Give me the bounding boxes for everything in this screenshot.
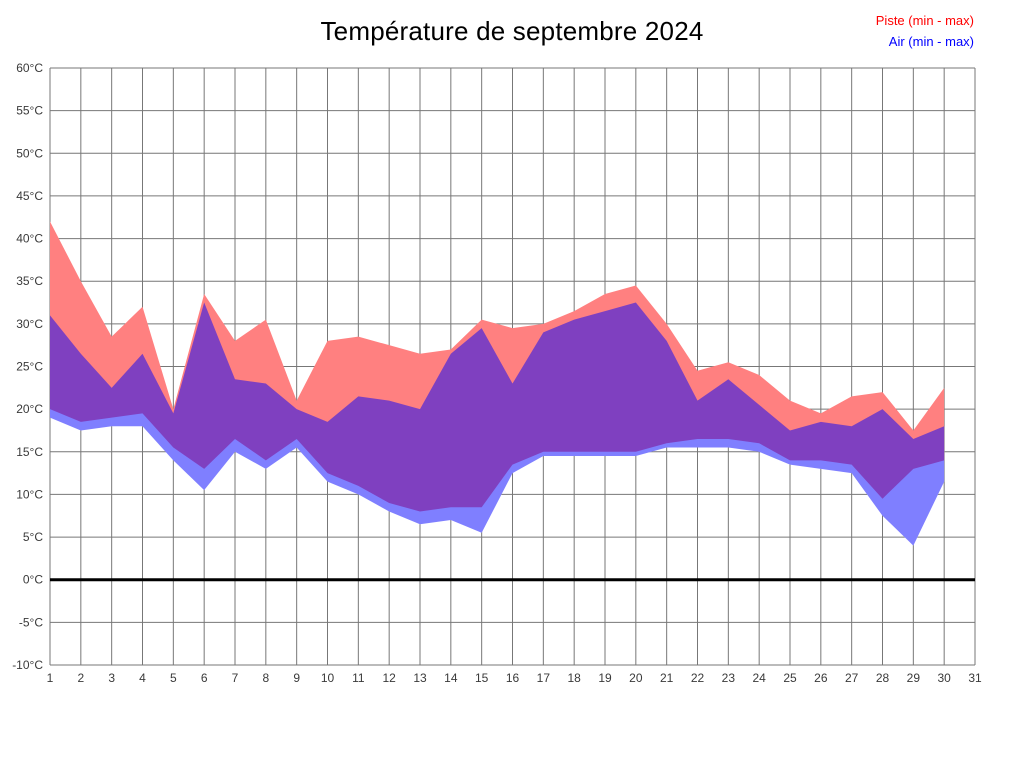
y-tick-label-30: 30°C [16, 317, 43, 331]
x-tick-label-24: 24 [752, 671, 766, 685]
y-tick-label-55: 55°C [16, 104, 43, 118]
y-tick-label-45: 45°C [16, 189, 43, 203]
x-tick-label-7: 7 [232, 671, 239, 685]
x-tick-label-14: 14 [444, 671, 458, 685]
y-tick-label-0: 0°C [23, 573, 43, 587]
x-tick-label-1: 1 [47, 671, 54, 685]
x-tick-label-16: 16 [506, 671, 520, 685]
x-tick-label-15: 15 [475, 671, 489, 685]
x-tick-label-13: 13 [413, 671, 427, 685]
x-tick-label-4: 4 [139, 671, 146, 685]
y-tick-label-20: 20°C [16, 402, 43, 416]
x-tick-label-6: 6 [201, 671, 208, 685]
x-tick-label-26: 26 [814, 671, 828, 685]
x-tick-label-19: 19 [598, 671, 612, 685]
legend: Piste (min - max) Air (min - max) [876, 10, 974, 52]
y-tick-label-60: 60°C [16, 61, 43, 75]
x-tick-label-2: 2 [77, 671, 84, 685]
x-tick-label-9: 9 [293, 671, 300, 685]
x-tick-label-10: 10 [321, 671, 335, 685]
x-tick-label-17: 17 [537, 671, 551, 685]
y-tick-label-50: 50°C [16, 146, 43, 160]
legend-air: Air (min - max) [888, 34, 974, 49]
y-tick-label-15: 15°C [16, 445, 43, 459]
x-tick-label-21: 21 [660, 671, 674, 685]
x-tick-label-11: 11 [352, 671, 365, 685]
x-tick-label-31: 31 [968, 671, 982, 685]
x-tick-label-8: 8 [262, 671, 269, 685]
air-band [50, 302, 945, 546]
x-tick-label-5: 5 [170, 671, 177, 685]
y-tick-label-25: 25°C [16, 360, 43, 374]
x-tick-label-18: 18 [567, 671, 581, 685]
y-tick-label-5: 5°C [23, 530, 43, 544]
y-tick-label-40: 40°C [16, 232, 43, 246]
legend-piste: Piste (min - max) [875, 13, 974, 28]
x-tick-label-30: 30 [937, 671, 951, 685]
x-tick-label-12: 12 [382, 671, 396, 685]
x-tick-label-22: 22 [691, 671, 705, 685]
y-tick-label-35: 35°C [16, 274, 43, 288]
y-tick-label--5: -5°C [19, 615, 43, 629]
x-tick-label-3: 3 [108, 671, 115, 685]
x-tick-label-27: 27 [845, 671, 859, 685]
y-tick-label-10: 10°C [16, 487, 43, 501]
x-tick-label-28: 28 [876, 671, 890, 685]
x-tick-label-20: 20 [629, 671, 643, 685]
x-tick-label-25: 25 [783, 671, 797, 685]
x-tick-label-23: 23 [722, 671, 736, 685]
x-tick-label-29: 29 [907, 671, 921, 685]
y-tick-label--10: -10°C [12, 658, 43, 672]
chart-title: Température de septembre 2024 [320, 16, 704, 46]
